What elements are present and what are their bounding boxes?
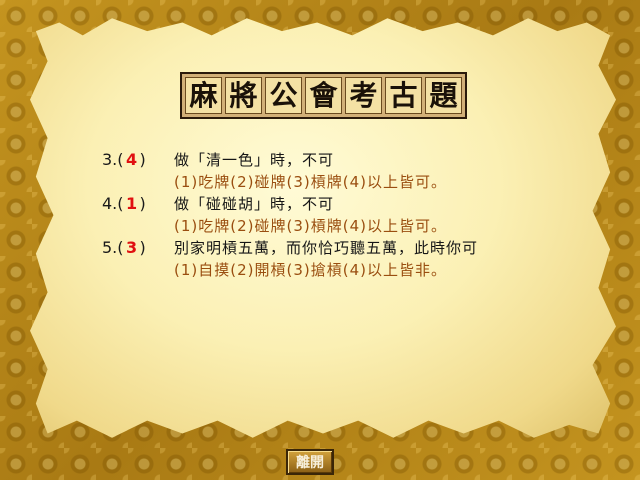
paren-close: ) [139,193,146,213]
leave-button[interactable]: 離開 [286,449,334,475]
question-item: 3. ( 4 ) 做「清一色」時，不可 [102,148,582,170]
question-item: 4. ( 1 ) 做「碰碰胡」時，不可 [102,192,582,214]
question-options: (1)吃牌(2)碰牌(3)槓牌(4)以上皆可。 [174,216,447,235]
answer-value: 1 [125,193,138,213]
question-text: 別家明槓五萬，而你恰巧聽五萬，此時你可 [174,238,479,257]
question-number: 3. [102,149,118,169]
page-title: 麻 將 公 會 考 古 題 [180,72,467,119]
question-text: 做「清一色」時，不可 [174,150,335,169]
question-prefix: 4. ( 1 ) [102,194,174,213]
question-text: 做「碰碰胡」時，不可 [174,194,335,213]
question-prefix: 3. ( 4 ) [102,150,174,169]
answer-value: 4 [125,149,138,169]
paren-open: ( [117,237,124,257]
title-char: 題 [425,77,462,114]
answer-value: 3 [125,237,138,257]
title-char: 考 [345,77,382,114]
title-char: 將 [225,77,262,114]
paren-open: ( [117,193,124,213]
paren-open: ( [117,149,124,169]
question-item: 5. ( 3 ) 別家明槓五萬，而你恰巧聽五萬，此時你可 [102,236,582,258]
title-char: 古 [385,77,422,114]
paren-close: ) [139,149,146,169]
question-list: 3. ( 4 ) 做「清一色」時，不可 (1)吃牌(2)碰牌(3)槓牌(4)以上… [102,148,582,280]
title-char: 會 [305,77,342,114]
title-char: 麻 [185,77,222,114]
paren-close: ) [139,237,146,257]
question-prefix: 5. ( 3 ) [102,238,174,257]
title-char: 公 [265,77,302,114]
question-number: 5. [102,237,118,257]
question-options: (1)吃牌(2)碰牌(3)槓牌(4)以上皆可。 [174,172,447,191]
question-number: 4. [102,193,118,213]
question-options: (1)自摸(2)開槓(3)搶槓(4)以上皆非。 [174,260,447,279]
